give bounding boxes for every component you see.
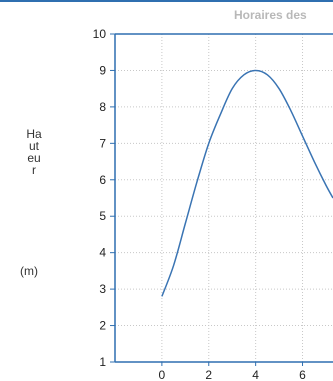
x-tick-labels: 0 2 4 6 [159,368,307,381]
top-rule [0,0,333,2]
x-tick-label: 0 [159,368,166,381]
y-tick-labels: 1 2 3 4 5 6 7 8 9 10 [93,27,107,369]
x-tick-label: 2 [205,368,212,381]
series-line [161,69,333,297]
x-tick-label: 6 [299,368,306,381]
y-tick-label: 10 [93,27,107,41]
axes [110,33,333,366]
y-axis-label: Hauteur [26,127,42,177]
y-tick-label: 4 [99,246,106,260]
y-tick-label: 1 [99,355,106,369]
y-tick-label: 8 [99,100,106,114]
y-tick-label: 7 [99,136,106,150]
y-tick-label: 6 [99,173,106,187]
x-tick-label: 4 [252,368,259,381]
y-tick-label: 5 [99,209,106,223]
y-tick-label: 2 [99,319,106,333]
y-tick-label: 3 [99,282,106,296]
y-axis-unit: (m) [20,264,38,278]
y-tick-label: 9 [99,63,106,77]
chart-title: Horaires des [234,8,307,22]
grid [115,33,333,363]
series-group [161,69,333,297]
